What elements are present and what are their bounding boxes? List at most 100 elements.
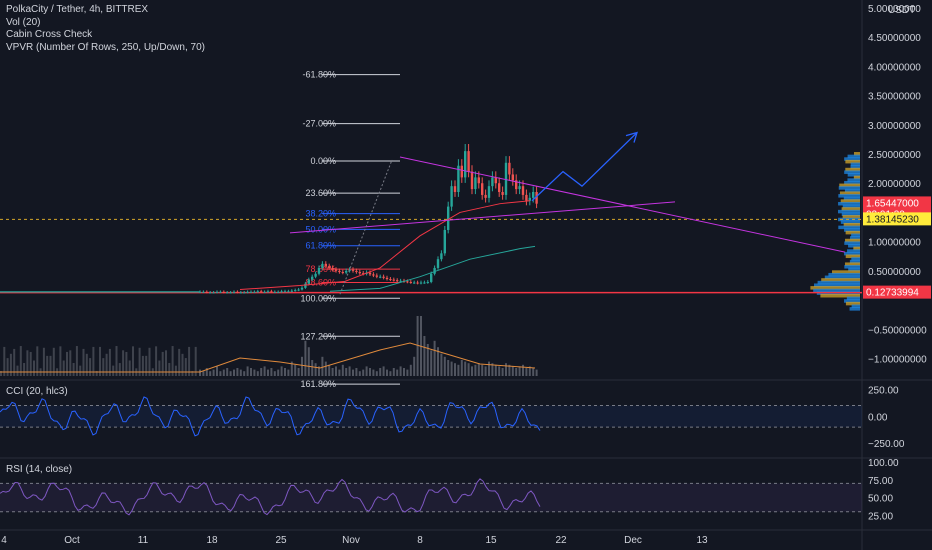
volume-bar	[379, 368, 382, 376]
vpvr-bar	[844, 157, 860, 161]
candle-body	[413, 282, 416, 284]
volume-bar	[33, 360, 35, 376]
vpvr-bar	[840, 220, 860, 224]
candle-body	[392, 279, 395, 281]
trendline-lower	[289, 201, 676, 234]
volume-bar	[36, 346, 39, 376]
volume-bar	[416, 316, 419, 376]
volume-bar	[239, 369, 242, 376]
candle-body	[477, 177, 480, 184]
vpvr-bar	[820, 293, 860, 298]
vpvr-bar	[844, 180, 860, 185]
volume-bar	[307, 347, 310, 376]
vpvr-bar	[849, 307, 860, 311]
time-tick-label: 8	[417, 535, 423, 546]
candle-body	[436, 259, 440, 268]
symbol-title[interactable]: PolkaCity / Tether, 4h, BITTREX	[6, 4, 149, 15]
volume-bar	[141, 355, 144, 376]
candle-body	[406, 281, 409, 283]
vpvr-bar	[838, 209, 860, 214]
volume-bar	[92, 346, 95, 376]
cci-tick: 250.00	[868, 385, 899, 396]
volume-bar	[304, 340, 307, 376]
time-tick-label: 15	[485, 535, 497, 546]
indicator-vol[interactable]: Vol (20)	[6, 16, 41, 28]
vpvr-bar	[821, 278, 860, 282]
volume-bar	[118, 363, 121, 376]
candle-body	[484, 194, 487, 198]
indicator-cabin[interactable]: Cabin Cross Check	[6, 29, 93, 40]
volume-bar	[474, 364, 477, 376]
volume-bar	[447, 360, 450, 376]
vpvr-bar	[838, 201, 860, 206]
vpvr-bar	[844, 170, 860, 174]
candle-body	[341, 272, 344, 274]
volume-bar	[246, 366, 249, 376]
volume-bar	[409, 364, 412, 376]
volume-bar	[205, 368, 208, 376]
volume-bar	[9, 353, 12, 376]
volume-bar	[508, 364, 511, 376]
volume-bar	[481, 364, 484, 376]
candle-body	[464, 151, 467, 178]
candle-body	[324, 263, 327, 267]
volume-bar	[199, 369, 201, 376]
vpvr-bar	[838, 217, 860, 222]
volume-bar	[0, 371, 2, 376]
volume-bar	[229, 371, 232, 376]
volume-bar	[216, 366, 218, 376]
candle-body	[256, 291, 259, 293]
vpvr-bar	[847, 154, 860, 159]
time-tick-label: Oct	[64, 535, 80, 546]
vpvr-bar	[844, 265, 860, 269]
volume-bar	[290, 361, 293, 376]
cci-label[interactable]: CCI (20, hlc3)	[6, 386, 68, 397]
candle-body	[385, 277, 389, 280]
volume-bar	[52, 347, 55, 376]
volume-bar	[457, 364, 460, 376]
candle-body	[532, 192, 535, 198]
fib-label: 38.20%	[305, 209, 336, 219]
vpvr-bar	[814, 283, 860, 287]
volume-bar	[341, 364, 344, 376]
price-tag	[863, 212, 931, 226]
vpvr-bar	[832, 270, 860, 274]
volume-bar	[522, 364, 524, 376]
fib-label: -61.80%	[302, 70, 336, 80]
candle-body	[494, 177, 497, 184]
volume-bar	[46, 355, 49, 376]
vpvr-bar	[850, 165, 860, 169]
candle-body	[443, 229, 446, 254]
candle-body	[226, 292, 229, 294]
volume-bar	[518, 366, 521, 376]
vpvr-bar	[810, 286, 860, 290]
candle-body	[447, 206, 450, 230]
candle-body	[232, 291, 236, 293]
candle-body	[307, 279, 310, 284]
vpvr-bar	[844, 299, 860, 303]
volume-bar	[49, 355, 52, 376]
candle-body	[266, 291, 270, 293]
candle-body	[487, 186, 491, 198]
volume-bar	[321, 356, 324, 376]
candle-body	[460, 165, 463, 178]
fib-label: -27.00%	[302, 119, 336, 129]
vpvr-bar	[850, 162, 860, 167]
price-tick-label: 1.00000000	[868, 238, 921, 249]
vpvr-bar	[828, 272, 860, 277]
time-tick-label: Dec	[624, 535, 642, 546]
projection-arrowhead	[625, 131, 638, 143]
currency-label[interactable]: USDT	[888, 5, 916, 16]
indicator-vpvr[interactable]: VPVR (Number Of Rows, 250, Up/Down, 70)	[6, 41, 205, 53]
rsi-band	[0, 483, 862, 512]
volume-bar	[413, 356, 416, 376]
volume-bar	[372, 369, 375, 376]
rsi-label[interactable]: RSI (14, close)	[6, 464, 73, 475]
candle-body	[474, 177, 477, 190]
volume-bar	[525, 368, 528, 376]
candle-body	[287, 291, 290, 293]
volume-bar	[491, 363, 494, 376]
volume-bar	[406, 369, 409, 376]
volume-bar	[477, 363, 480, 376]
